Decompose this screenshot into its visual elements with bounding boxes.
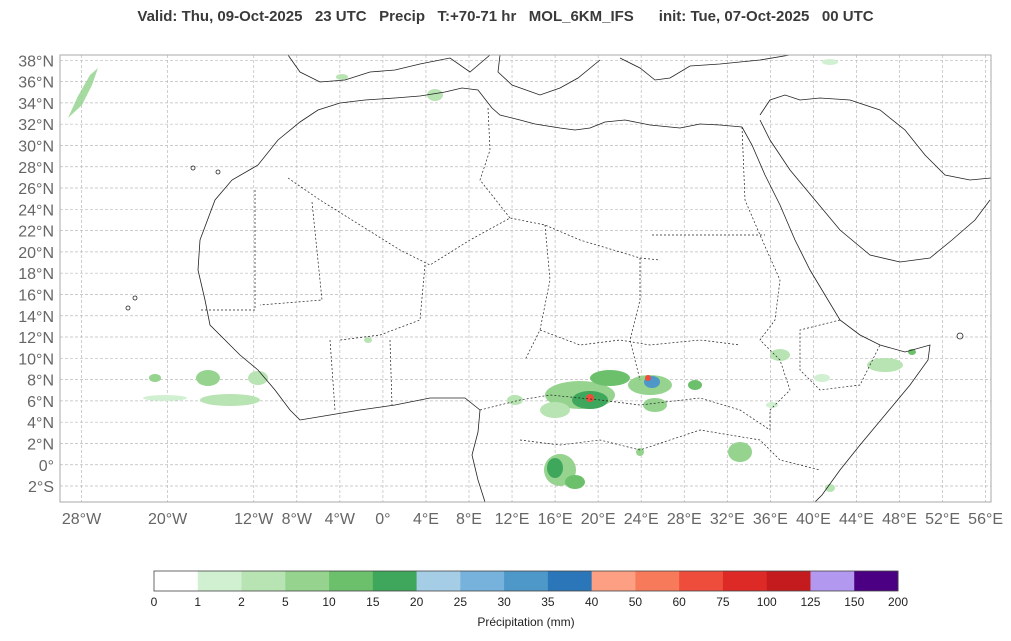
colorbar-border — [153, 570, 899, 592]
lat-tick-label: 24°N — [18, 202, 54, 219]
colorbar-swatch — [810, 571, 855, 591]
colorbar-tick-label: 50 — [629, 595, 643, 609]
colorbar-tick-label: 60 — [672, 595, 686, 609]
colorbar: 0 1 2 5 10 15 20 25 30 35 40 50 60 75 100 125 150 200 — [151, 570, 908, 609]
lat-tick-label: 2°N — [27, 436, 54, 453]
lon-tick-label: 20°W — [148, 511, 188, 528]
lat-tick-label: 26°N — [18, 181, 54, 198]
lat-tick-label: 32°N — [18, 117, 54, 134]
lat-tick-label: 28°N — [18, 160, 54, 177]
lat-tick-label: 16°N — [18, 287, 54, 304]
colorbar-swatch — [722, 571, 768, 591]
lon-tick-label: 52°E — [925, 511, 960, 528]
lat-tick-label: 0° — [39, 458, 54, 475]
colorbar-tick-label: 20 — [410, 595, 424, 609]
colorbar-swatch — [460, 571, 505, 591]
lon-tick-label: 12°E — [495, 511, 530, 528]
colorbar-tick-label: 40 — [585, 595, 599, 609]
lat-tick-label: 10°N — [18, 351, 54, 368]
lon-tick-label: 44°E — [839, 511, 874, 528]
colorbar-tick-label: 2 — [238, 595, 245, 609]
colorbar-swatch — [329, 571, 374, 591]
colorbar-swatch — [416, 571, 461, 591]
colorbar-tick-label: 15 — [366, 595, 380, 609]
colorbar-swatch — [504, 571, 549, 591]
colorbar-swatch — [372, 571, 418, 591]
graticule — [60, 55, 991, 502]
lon-tick-label: 20°E — [581, 511, 616, 528]
colorbar-swatch — [241, 571, 286, 591]
longitude-labels: 28°W 20°W 12°W 8°W 4°W 0° 4°E 8°E 12°E 16°E 20°E 24… — [62, 511, 1003, 528]
colorbar-tick-label: 100 — [757, 595, 777, 609]
map-title: Valid: Thu, 09-Oct-2025 23 UTC Precip T:… — [137, 8, 874, 25]
lat-tick-label: 30°N — [18, 138, 54, 155]
lon-tick-label: 56°E — [968, 511, 1003, 528]
colorbar-title: Précipitation (mm) — [477, 615, 574, 629]
map-border — [59, 54, 992, 503]
lat-tick-label: 38°N — [18, 53, 54, 70]
colorbar-tick-label: 125 — [800, 595, 820, 609]
lon-tick-label: 0° — [375, 511, 390, 528]
colorbar-tick-label: 25 — [454, 595, 468, 609]
lon-tick-label: 12°W — [234, 511, 274, 528]
lon-tick-label: 40°E — [796, 511, 831, 528]
colorbar-tick-label: 5 — [282, 595, 289, 609]
map-frame-bg — [60, 55, 991, 502]
lat-tick-label: 18°N — [18, 266, 54, 283]
lon-tick-label: 8°W — [282, 511, 313, 528]
lat-tick-label: 22°N — [18, 224, 54, 241]
lat-tick-label: 8°N — [27, 373, 54, 390]
colorbar-tick-label: 10 — [322, 595, 336, 609]
lat-tick-label: 6°N — [27, 394, 54, 411]
colorbar-tick-label: 75 — [716, 595, 730, 609]
colorbar-tick-label: 200 — [888, 595, 908, 609]
colorbar-tick-label: 1 — [194, 595, 201, 609]
lat-tick-label: 14°N — [18, 309, 54, 326]
lon-tick-label: 4°E — [413, 511, 439, 528]
colorbar-tick-label: 150 — [844, 595, 864, 609]
lat-tick-label: 4°N — [27, 415, 54, 432]
colorbar-tick-label: 35 — [541, 595, 555, 609]
colorbar-swatch — [285, 571, 330, 591]
lat-tick-label: 2°S — [28, 479, 54, 496]
coastlines-borders — [125, 55, 991, 502]
colorbar-swatch — [154, 571, 199, 591]
lat-tick-label: 34°N — [18, 96, 54, 113]
lon-tick-label: 4°W — [325, 511, 356, 528]
lon-tick-label: 28°E — [667, 511, 702, 528]
colorbar-swatch — [854, 571, 899, 591]
lon-tick-label: 24°E — [624, 511, 659, 528]
lon-tick-label: 8°E — [456, 511, 482, 528]
lon-tick-label: 36°E — [753, 511, 788, 528]
lon-tick-label: 16°E — [538, 511, 573, 528]
colorbar-swatch — [547, 571, 593, 591]
colorbar-swatch — [679, 571, 724, 591]
lat-tick-label: 36°N — [18, 75, 54, 92]
latitude-labels: 38°N 36°N 34°N 32°N 30°N 28°N 26°N 24°N 22°N 20°N… — [18, 53, 54, 496]
lat-tick-label: 12°N — [18, 330, 54, 347]
lon-tick-label: 32°E — [710, 511, 745, 528]
colorbar-swatch — [766, 571, 811, 591]
lat-tick-label: 20°N — [18, 245, 54, 262]
colorbar-tick-label: 30 — [497, 595, 511, 609]
colorbar-tick-label: 0 — [151, 595, 158, 609]
colorbar-swatch — [635, 571, 680, 591]
lon-tick-label: 48°E — [882, 511, 917, 528]
colorbar-swatch — [591, 571, 636, 591]
colorbar-swatch — [197, 571, 243, 591]
lon-tick-label: 28°W — [62, 511, 102, 528]
precip-areas — [68, 59, 916, 492]
